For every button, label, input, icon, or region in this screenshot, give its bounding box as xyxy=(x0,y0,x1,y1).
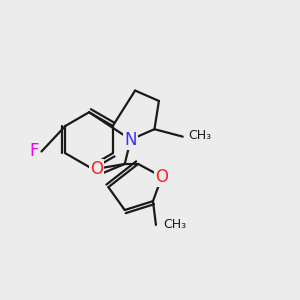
Text: F: F xyxy=(29,142,39,160)
Text: O: O xyxy=(155,168,168,186)
Text: CH₃: CH₃ xyxy=(164,218,187,231)
Text: CH₃: CH₃ xyxy=(189,129,212,142)
Text: O: O xyxy=(90,160,103,178)
Text: N: N xyxy=(124,130,137,148)
